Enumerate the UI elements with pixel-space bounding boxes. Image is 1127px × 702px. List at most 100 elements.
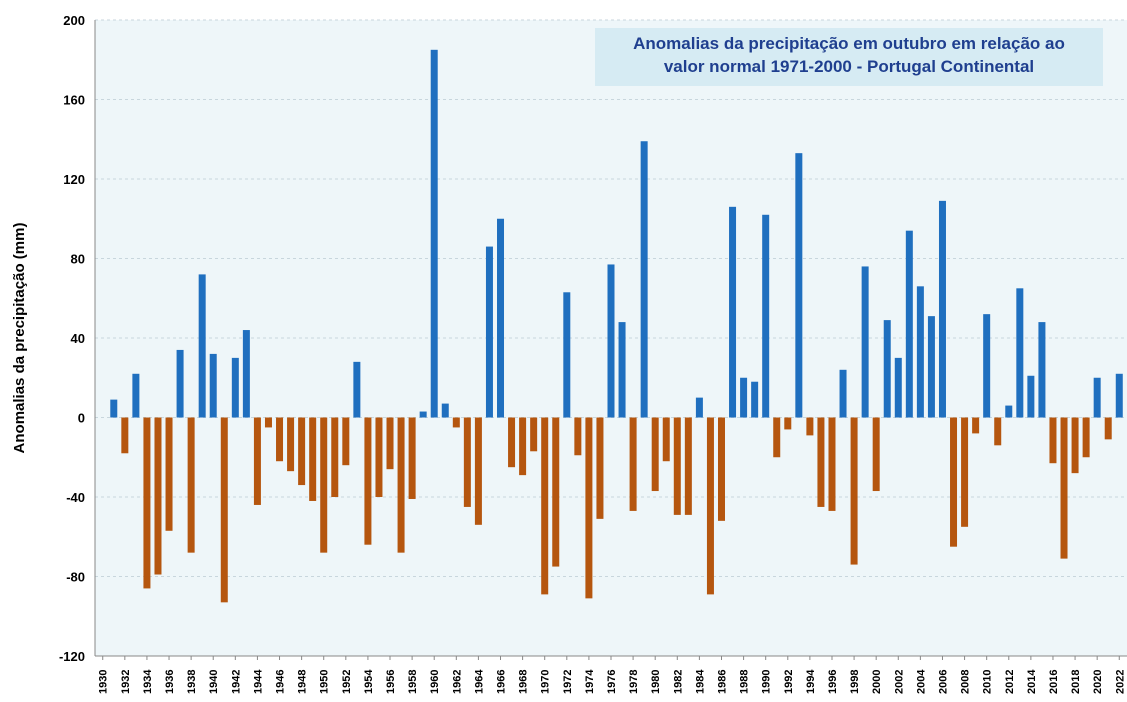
bar [717, 417, 725, 521]
bar [695, 397, 703, 418]
x-tick-label: 1998 [849, 670, 861, 694]
bar [331, 417, 339, 497]
x-tick-label: 1944 [252, 669, 264, 694]
y-tick-label: 40 [71, 331, 85, 346]
y-tick-label: -80 [66, 570, 85, 585]
bar [629, 417, 637, 511]
bar [121, 417, 129, 454]
bar [1115, 373, 1123, 418]
bar [463, 417, 471, 507]
y-tick-label: -40 [66, 490, 85, 505]
x-tick-label: 1984 [694, 669, 706, 694]
x-tick-label: 1962 [451, 670, 463, 694]
x-tick-label: 1982 [672, 670, 684, 694]
bar [253, 417, 261, 505]
bar [972, 417, 980, 434]
bar [1005, 405, 1013, 418]
x-tick-label: 1970 [540, 670, 552, 694]
x-tick-label: 2008 [960, 670, 972, 694]
bar [839, 369, 847, 418]
bar [806, 417, 814, 436]
bar [1093, 377, 1101, 418]
bar [198, 274, 206, 418]
x-tick-label: 1986 [716, 670, 728, 694]
bar [706, 417, 714, 595]
bar [508, 417, 516, 468]
x-tick-label: 1948 [297, 670, 309, 694]
bar [287, 417, 295, 472]
bar [430, 49, 438, 418]
x-tick-label: 1978 [628, 670, 640, 694]
bar [452, 417, 460, 428]
x-tick-label: 1968 [518, 670, 530, 694]
bar [474, 417, 482, 525]
bar [231, 357, 239, 418]
bar [883, 320, 891, 418]
bar [342, 417, 350, 466]
x-tick-label: 1980 [650, 670, 662, 694]
x-tick-label: 2020 [1092, 670, 1104, 694]
bar [143, 417, 151, 589]
bar [552, 417, 560, 567]
x-tick-label: 2002 [893, 670, 905, 694]
bar [386, 417, 394, 470]
bar [585, 417, 593, 599]
x-tick-label: 1958 [407, 670, 419, 694]
bar [905, 230, 913, 418]
x-tick-label: 1956 [385, 670, 397, 694]
bar [607, 264, 615, 418]
bar [519, 417, 527, 476]
y-axis-label: Anomalias da precipitação (mm) [11, 223, 28, 454]
bar [618, 322, 626, 418]
title-box [595, 28, 1103, 86]
bar [729, 206, 737, 418]
bar [651, 417, 659, 492]
bar [541, 417, 549, 595]
bar [916, 286, 924, 418]
x-tick-label: 1972 [562, 670, 574, 694]
bar [220, 417, 228, 603]
bar [961, 417, 969, 527]
x-tick-label: 2004 [915, 669, 927, 694]
y-tick-label: -120 [59, 649, 85, 664]
bar [1027, 375, 1035, 418]
x-tick-label: 1976 [606, 670, 618, 694]
bar [530, 417, 538, 452]
bar [938, 200, 946, 418]
y-tick-label: 0 [78, 411, 85, 426]
x-tick-label: 1996 [827, 670, 839, 694]
bar [927, 316, 935, 418]
bar [154, 417, 162, 575]
bar [817, 417, 825, 507]
bar [276, 417, 284, 462]
bar [894, 357, 902, 418]
bar [132, 373, 140, 418]
bar [673, 417, 681, 515]
bar [983, 314, 991, 418]
bar [640, 141, 648, 418]
y-tick-label: 120 [63, 172, 85, 187]
bar [1071, 417, 1079, 474]
bar [298, 417, 306, 486]
x-tick-label: 2006 [937, 670, 949, 694]
bar [1016, 288, 1024, 418]
bar [762, 214, 770, 418]
y-tick-label: 160 [63, 93, 85, 108]
x-tick-label: 1960 [429, 670, 441, 694]
chart-title: Anomalias da precipitação em outubro em … [633, 34, 1065, 53]
y-tick-label: 200 [63, 13, 85, 28]
x-tick-label: 1954 [363, 669, 375, 694]
x-tick-label: 2012 [1004, 670, 1016, 694]
bar [264, 417, 272, 428]
bar [751, 381, 759, 418]
bar [1104, 417, 1112, 440]
bar [950, 417, 958, 547]
x-tick-label: 1974 [584, 669, 596, 694]
x-tick-label: 1930 [98, 670, 110, 694]
bar [209, 353, 217, 418]
bar [828, 417, 836, 511]
bar [364, 417, 372, 545]
x-tick-label: 1988 [739, 670, 751, 694]
bar [784, 417, 792, 430]
